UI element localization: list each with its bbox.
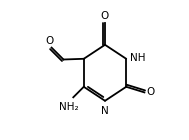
Text: NH: NH [130,53,146,63]
Text: NH₂: NH₂ [59,102,79,111]
Text: O: O [45,36,54,46]
Text: N: N [101,106,109,116]
Text: O: O [101,11,109,21]
Text: O: O [146,87,155,97]
